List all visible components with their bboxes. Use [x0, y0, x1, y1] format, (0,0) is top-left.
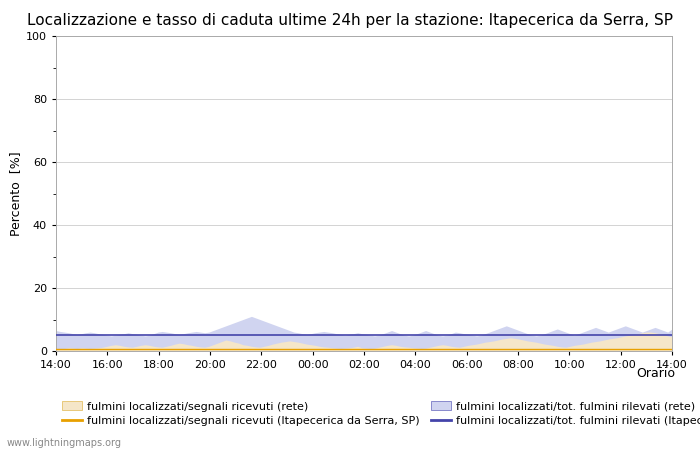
Text: www.lightningmaps.org: www.lightningmaps.org: [7, 438, 122, 448]
Text: Orario: Orario: [636, 367, 676, 380]
Y-axis label: Percento  [%]: Percento [%]: [9, 151, 22, 236]
Legend: fulmini localizzati/segnali ricevuti (rete), fulmini localizzati/segnali ricevut: fulmini localizzati/segnali ricevuti (re…: [62, 401, 700, 427]
Text: Localizzazione e tasso di caduta ultime 24h per la stazione: Itapecerica da Serr: Localizzazione e tasso di caduta ultime …: [27, 14, 673, 28]
